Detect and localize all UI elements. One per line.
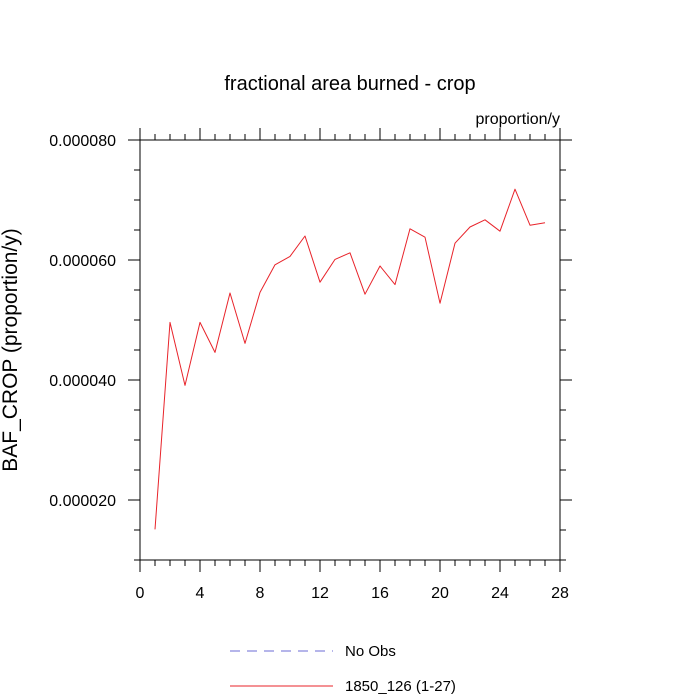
x-tick-label: 16 [371, 585, 389, 602]
x-tick-label: 28 [551, 585, 569, 602]
x-tick-label: 8 [256, 585, 265, 602]
x-tick-label: 12 [311, 585, 329, 602]
x-tick-label: 20 [431, 585, 449, 602]
y-axis: 0.000020 0.000040 0.000060 0.000080 [49, 133, 572, 561]
y-tick-label: 0.000080 [49, 133, 116, 150]
y-tick-label: 0.000040 [49, 373, 116, 390]
y-tick-label: 0.000060 [49, 253, 116, 270]
x-tick-label: 24 [491, 585, 509, 602]
plot-frame [139, 139, 561, 561]
units-label: proportion/y [476, 111, 561, 128]
y-axis-label: BAF_CROP (proportion/y) [0, 228, 22, 472]
x-tick-label: 0 [136, 585, 145, 602]
legend-label: No Obs [345, 643, 396, 660]
y-tick-label: 0.000020 [49, 493, 116, 510]
chart-title: fractional area burned - crop [224, 73, 475, 95]
legend: No Obs 1850_126 (1-27) [230, 643, 456, 695]
series-layer [154, 188, 546, 530]
series-line [154, 188, 546, 530]
x-tick-label: 4 [196, 585, 205, 602]
x-axis: 0 4 8 12 16 20 24 28 [136, 128, 569, 602]
legend-label: 1850_126 (1-27) [345, 678, 456, 695]
